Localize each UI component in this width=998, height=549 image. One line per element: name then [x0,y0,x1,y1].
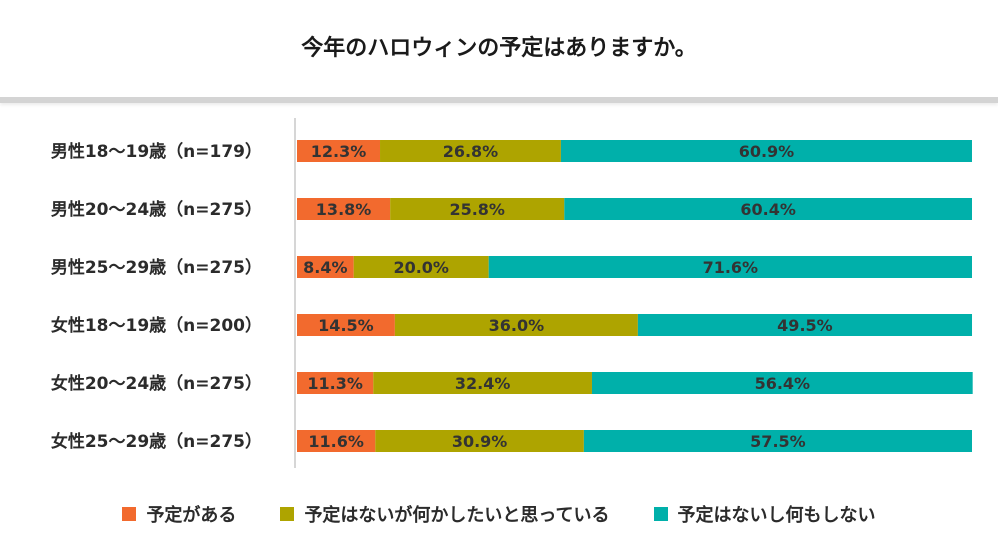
data-label: 30.9% [452,432,508,451]
category-label: 男性20～24歳（n=275） [51,199,262,220]
data-label: 26.8% [443,142,499,161]
bar-segment [297,140,381,162]
data-label: 56.4% [755,374,811,393]
legend: 予定がある 予定はないが何かしたいと思っている 予定はないし何もしない [0,499,998,529]
data-label: 11.3% [307,374,363,393]
legend-label-nothing: 予定はないし何もしない [677,505,876,526]
category-label: 男性18～19歳（n=179） [51,141,262,162]
bar-segment [297,314,395,336]
bar-segment [488,256,972,278]
bar-segment [637,314,973,336]
category-label: 女性18～19歳（n=200） [51,315,262,336]
data-label: 49.5% [777,316,833,335]
stacked-bar-chart: 男性18～19歳（n=179） 12.3% 26.8% 60.9% 男性20～24歳（n… [51,118,973,468]
data-label: 12.3% [311,142,367,161]
bar-segment [373,372,592,394]
data-label: 11.6% [308,432,364,451]
title-band: 今年のハロウィンの予定はありますか。 [0,0,998,103]
bar-segment [375,430,584,452]
legend-item-want-to-do: 予定はないが何かしたいと思っている [280,501,610,527]
data-label: 36.0% [489,316,545,335]
data-label: 13.8% [316,200,372,219]
data-label: 20.0% [393,258,449,277]
data-label: 57.5% [750,432,806,451]
chart-title: 今年のハロウィンの予定はありますか。 [301,36,697,61]
data-label: 32.4% [455,374,511,393]
data-label: 14.5% [318,316,374,335]
category-label: 男性25～29歳（n=275） [51,257,262,278]
bar-segment [380,140,561,162]
data-label: 60.4% [740,200,796,219]
bar-segment [390,198,565,220]
data-label: 25.8% [449,200,505,219]
bar-segment [583,430,972,452]
bar-segment [564,198,972,220]
data-label: 71.6% [703,258,759,277]
bar-segment [297,372,374,394]
bar-segment [394,314,638,336]
bar-segment [591,372,973,394]
bar-segment [297,256,354,278]
legend-item-planned: 予定がある [122,501,236,527]
bar-segment [560,140,972,162]
legend-swatch-nothing [653,507,668,521]
bar-segment [297,430,376,452]
category-label: 女性25～29歳（n=275） [51,431,262,452]
data-label: 60.9% [739,142,795,161]
legend-item-nothing: 予定はないし何もしない [653,501,876,527]
bar-segment [353,256,489,278]
legend-swatch-planned [122,507,137,521]
bar-segment [297,198,391,220]
legend-label-planned: 予定がある [146,505,237,526]
category-label: 女性20～24歳（n=275） [51,373,262,394]
legend-label-want-to-do: 予定はないが何かしたいと思っている [304,505,610,526]
data-label: 8.4% [303,258,347,277]
legend-swatch-want-to-do [280,507,295,521]
